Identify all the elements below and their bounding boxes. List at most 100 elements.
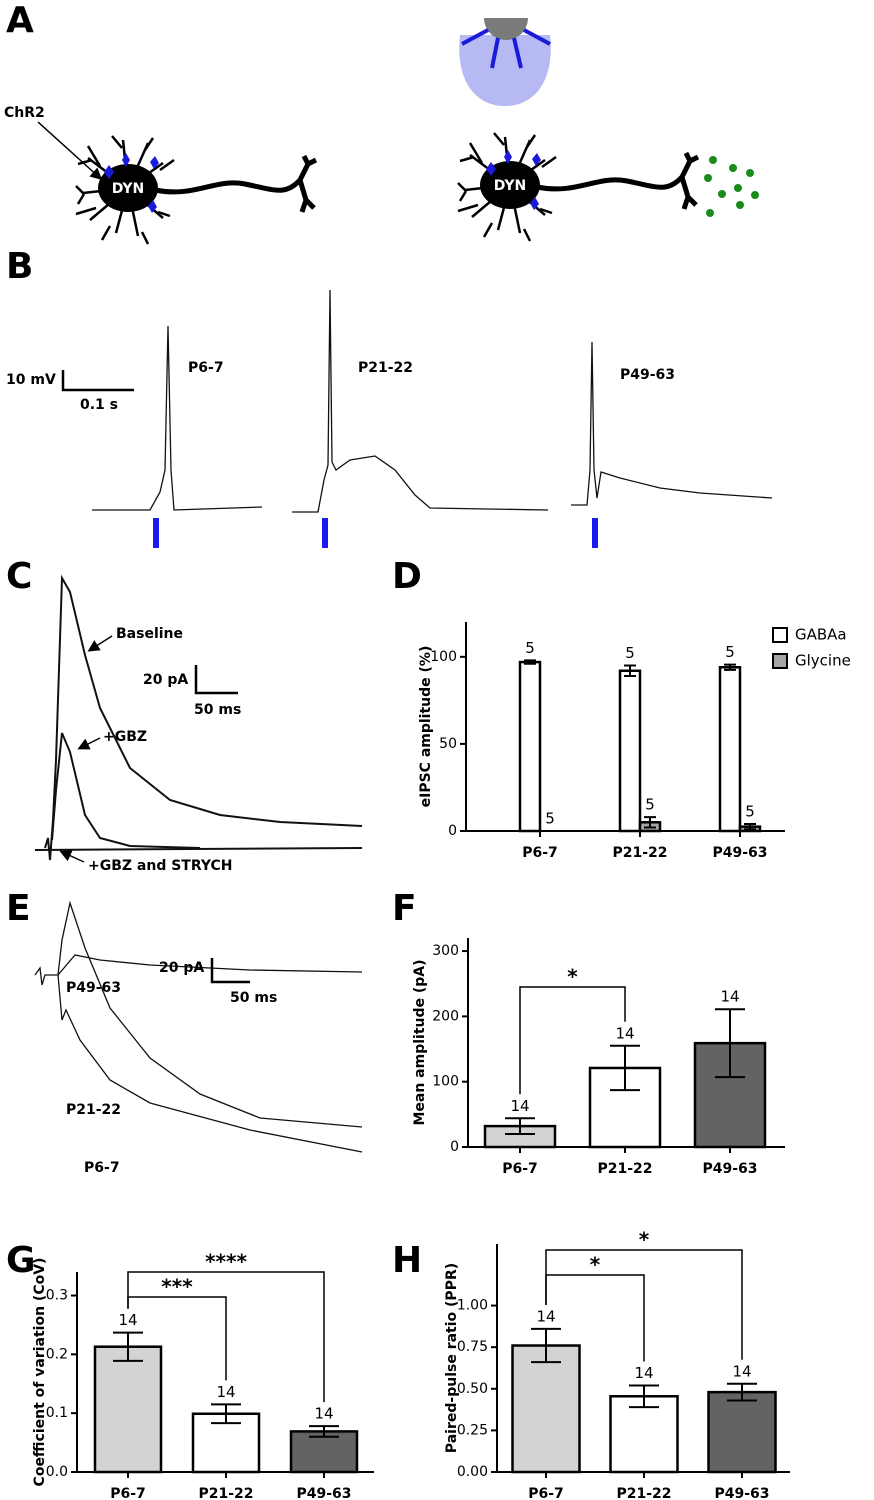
panel-label: C <box>6 556 32 597</box>
light-pulse <box>592 518 598 548</box>
trace-label: P6-7 <box>84 1160 120 1176</box>
bar <box>511 1344 581 1474</box>
n-label: 14 <box>615 1024 634 1042</box>
error-bar <box>524 659 536 665</box>
x-tick-label: P21-22 <box>612 845 667 861</box>
y-tick-label: 200 <box>432 1008 459 1024</box>
n-label: 5 <box>725 643 735 661</box>
bar <box>289 1430 359 1474</box>
significance-label: * <box>590 1253 601 1277</box>
panel-label: E <box>6 888 31 929</box>
x-tick-label: P21-22 <box>616 1486 671 1500</box>
bar <box>609 1395 679 1474</box>
arrow <box>37 121 103 181</box>
error-bar <box>531 1327 561 1364</box>
trace-label: P49-63 <box>66 980 121 996</box>
panel-label: H <box>392 1240 422 1281</box>
trace-label: P21-22 <box>66 1102 121 1118</box>
trace-label: P21-22 <box>358 360 413 376</box>
scale-label: 50 ms <box>230 990 277 1006</box>
n-label: 5 <box>645 796 655 814</box>
scale-bar <box>194 665 238 695</box>
y-axis-label: Paired-pulse ratio (PPR) <box>444 1263 460 1453</box>
y-tick-label: 300 <box>432 943 459 959</box>
y-tick-label: 0.75 <box>457 1339 488 1355</box>
error-bar <box>727 1382 757 1402</box>
trace-label: P6-7 <box>188 360 224 376</box>
y-tick-label: 100 <box>430 649 457 665</box>
y-tick-label: 0 <box>448 823 457 839</box>
error-bar <box>610 1044 640 1092</box>
current-trace <box>57 974 363 1153</box>
current-trace <box>57 954 363 976</box>
error-bar <box>505 1117 535 1135</box>
trace-label: Baseline <box>116 626 183 642</box>
y-tick-label: 100 <box>432 1074 459 1090</box>
voltage-trace <box>571 341 773 506</box>
voltage-trace <box>92 325 263 511</box>
scale-bar <box>61 370 134 392</box>
error-bar <box>724 663 736 671</box>
significance-bracket <box>127 1271 325 1403</box>
legend-label: GABAa <box>795 626 847 644</box>
trace-label: +GBZ and STRYCH <box>88 858 233 874</box>
x-tick-label: P21-22 <box>198 1486 253 1500</box>
panel-label: D <box>392 556 422 597</box>
error-bar <box>309 1425 339 1438</box>
y-axis-label: Coefficient of variation (CoV) <box>32 1258 48 1487</box>
scale-label: 0.1 s <box>80 397 118 413</box>
light-pulse <box>322 518 328 548</box>
error-bar <box>744 823 756 831</box>
opsin-label: ChR2 <box>4 105 45 121</box>
arrow <box>59 850 85 863</box>
neuron-label: DYN <box>112 181 144 197</box>
y-axis-label: Mean amplitude (pA) <box>412 959 428 1125</box>
n-label: 14 <box>720 988 739 1006</box>
bar <box>518 660 542 833</box>
n-label: 5 <box>745 803 755 821</box>
bar <box>707 1390 777 1474</box>
neuron-label: DYN <box>494 178 526 194</box>
y-tick-label: 0.3 <box>46 1288 68 1304</box>
panel-label: B <box>6 246 33 287</box>
significance-bracket <box>545 1249 743 1360</box>
voltage-trace <box>292 289 549 513</box>
error-bar <box>629 1384 659 1409</box>
y-tick-label: 0 <box>450 1139 459 1155</box>
n-label: 14 <box>732 1362 751 1380</box>
n-label: 14 <box>634 1364 653 1382</box>
x-tick-label: P49-63 <box>702 1161 757 1177</box>
error-bar <box>644 816 656 829</box>
y-tick-label: 1.00 <box>457 1298 488 1314</box>
legend-swatch <box>772 627 788 643</box>
panel-label: F <box>392 888 417 929</box>
scale-label: 20 pA <box>159 960 204 976</box>
scale-label: 50 ms <box>194 702 241 718</box>
x-tick-label: P6-7 <box>528 1486 564 1500</box>
arrow <box>87 635 113 652</box>
error-bar <box>113 1331 143 1362</box>
x-tick-label: P6-7 <box>522 845 558 861</box>
significance-label: **** <box>205 1250 247 1274</box>
n-label: 5 <box>545 810 555 828</box>
n-label: 14 <box>216 1383 235 1401</box>
legend-label: Glycine <box>795 652 851 670</box>
significance-label: *** <box>161 1275 193 1299</box>
light-rays <box>461 28 551 69</box>
bar <box>93 1345 163 1474</box>
significance-label: * <box>567 965 578 989</box>
light-cone <box>459 35 551 106</box>
n-label: 14 <box>536 1307 555 1325</box>
error-bar <box>624 664 636 677</box>
y-tick-label: 0.0 <box>46 1464 68 1480</box>
transmitter-dots <box>704 156 759 217</box>
scale-label: 10 mV <box>6 372 56 388</box>
error-bar <box>211 1403 241 1425</box>
x-tick-label: P6-7 <box>110 1486 146 1500</box>
n-label: 14 <box>510 1097 529 1115</box>
y-axis-label: eIPSC amplitude (%) <box>418 646 434 808</box>
y-tick-label: 0.50 <box>457 1381 488 1397</box>
n-label: 14 <box>314 1405 333 1423</box>
current-trace <box>34 847 363 851</box>
